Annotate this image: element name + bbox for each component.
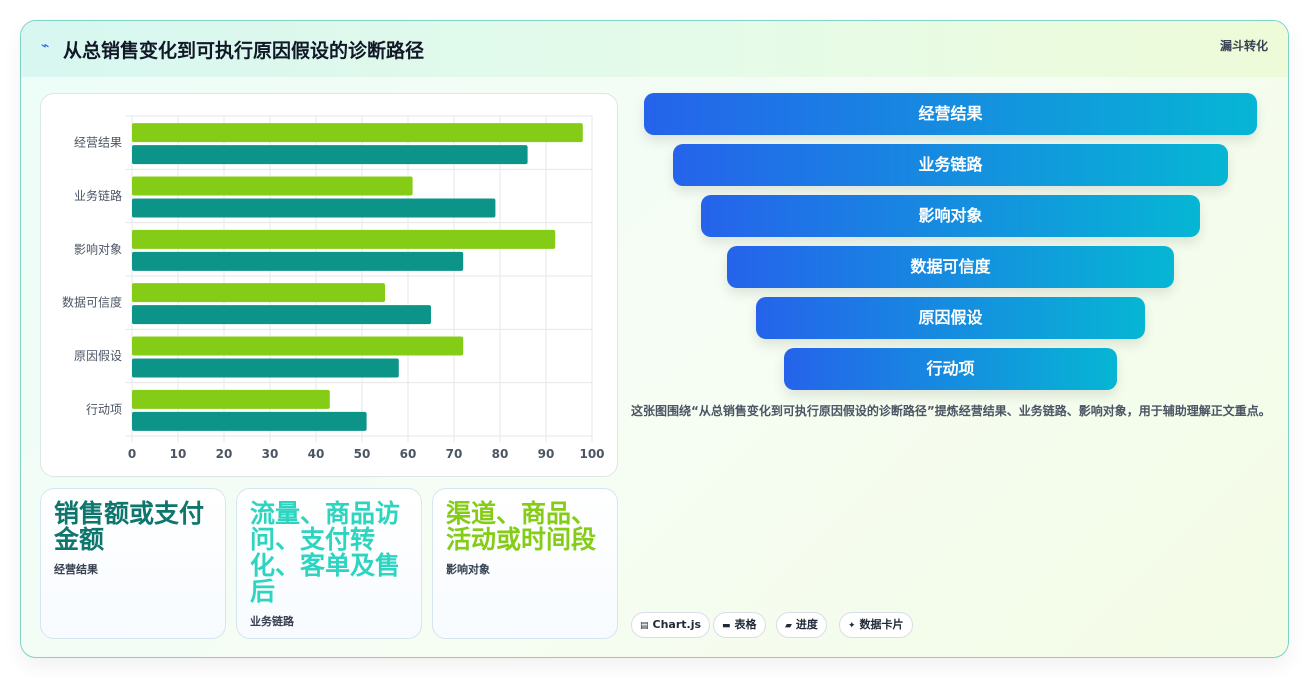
bar-series-2 xyxy=(132,145,528,165)
main-card: ⌁ 从总销售变化到可执行原因假设的诊断路径 漏斗转化 0 10 20 30 40 50 60… xyxy=(20,20,1289,658)
table-icon: ▬ xyxy=(722,621,731,631)
x-tick-label: 70 xyxy=(446,447,463,461)
chip-table[interactable]: ▬ 表格 xyxy=(713,612,766,638)
stat-card-value: 销售额或支付金额 xyxy=(54,499,205,554)
chip-label: 数据卡片 xyxy=(859,618,904,631)
bar-series-2 xyxy=(132,358,399,378)
chip-label: 进度 xyxy=(795,618,818,631)
bar-series-1 xyxy=(132,283,385,303)
y-tick-label: 业务链路 xyxy=(74,188,122,203)
stat-card-value: 渠道、商品、活动或时间段 xyxy=(446,499,597,554)
x-tick-label: 30 xyxy=(262,447,279,461)
y-tick-label: 经营结果 xyxy=(74,136,122,150)
y-tick-label: 影响对象 xyxy=(74,241,122,256)
bar-series-1 xyxy=(132,336,464,356)
stat-card-chain: 流量、商品访问、支付转化、客单及售后 业务链路 xyxy=(236,488,422,639)
bar-series-1 xyxy=(132,389,330,409)
funnel-step-credibility: 数据可信度 xyxy=(727,246,1174,288)
x-tick-label: 90 xyxy=(538,447,555,461)
chip-label: 表格 xyxy=(734,618,757,631)
x-tick-label: 0 xyxy=(128,447,136,461)
bar-series-1 xyxy=(132,176,413,196)
x-tick-label: 80 xyxy=(492,447,509,461)
stat-card-label: 业务链路 xyxy=(250,615,294,628)
bar-chart: 0 10 20 30 40 50 60 70 80 90 100 经营结果业务链路影响对象数据可信度原… xyxy=(62,115,605,461)
page-title: 从总销售变化到可执行原因假设的诊断路径 xyxy=(63,40,425,62)
x-tick-label: 40 xyxy=(308,447,325,461)
x-tick-label: 50 xyxy=(354,447,371,461)
chip-chartjs[interactable]: ▤ Chart.js xyxy=(631,612,711,638)
x-tick-label: 60 xyxy=(400,447,417,461)
stat-card-target: 渠道、商品、活动或时间段 影响对象 xyxy=(432,488,618,639)
chart-type-tag: 漏斗转化 xyxy=(1219,39,1268,53)
chip-progress[interactable]: ▰ 进度 xyxy=(776,612,827,638)
bar-series-2 xyxy=(132,305,431,325)
stat-card-result: 销售额或支付金额 经营结果 xyxy=(40,488,226,639)
y-tick-label: 原因假设 xyxy=(74,349,122,363)
funnel-step-hypothesis: 原因假设 xyxy=(756,297,1145,339)
funnel-step-target: 影响对象 xyxy=(701,195,1200,237)
bar-series-2 xyxy=(132,411,367,431)
card-header: ⌁ 从总销售变化到可执行原因假设的诊断路径 漏斗转化 xyxy=(21,21,1288,77)
x-tick-label: 100 xyxy=(579,447,604,461)
chip-data-card[interactable]: ✦ 数据卡片 xyxy=(839,612,913,638)
funnel-step-action: 行动项 xyxy=(784,348,1117,390)
bar-series-2 xyxy=(132,251,464,271)
funnel-step-result: 经营结果 xyxy=(644,93,1257,135)
y-tick-label: 行动项 xyxy=(86,402,122,416)
bar-series-1 xyxy=(132,229,556,249)
y-tick-label: 数据可信度 xyxy=(62,295,122,310)
bar-series-1 xyxy=(132,123,583,143)
x-tick-label: 10 xyxy=(170,447,187,461)
x-tick-label: 20 xyxy=(216,447,233,461)
bar-series-2 xyxy=(132,198,496,218)
stat-card-label: 经营结果 xyxy=(54,563,98,576)
progress-icon: ▰ xyxy=(785,621,792,631)
stat-card-value: 流量、商品访问、支付转化、客单及售后 xyxy=(250,499,401,606)
chart-icon: ▤ xyxy=(640,621,649,631)
bar-chart-panel: 0 10 20 30 40 50 60 70 80 90 100 经营结果业务链路影响对象数据可信度原… xyxy=(40,93,618,477)
stat-card-label: 影响对象 xyxy=(446,563,490,576)
chip-label: Chart.js xyxy=(652,618,702,631)
lightning-icon: ⌁ xyxy=(41,38,50,54)
sparkle-icon: ✦ xyxy=(848,621,856,631)
funnel-step-chain: 业务链路 xyxy=(673,144,1228,186)
chart-description: 这张图围绕“从总销售变化到可执行原因假设的诊断路径”提炼经营结果、业务链路、影响… xyxy=(631,404,1271,418)
